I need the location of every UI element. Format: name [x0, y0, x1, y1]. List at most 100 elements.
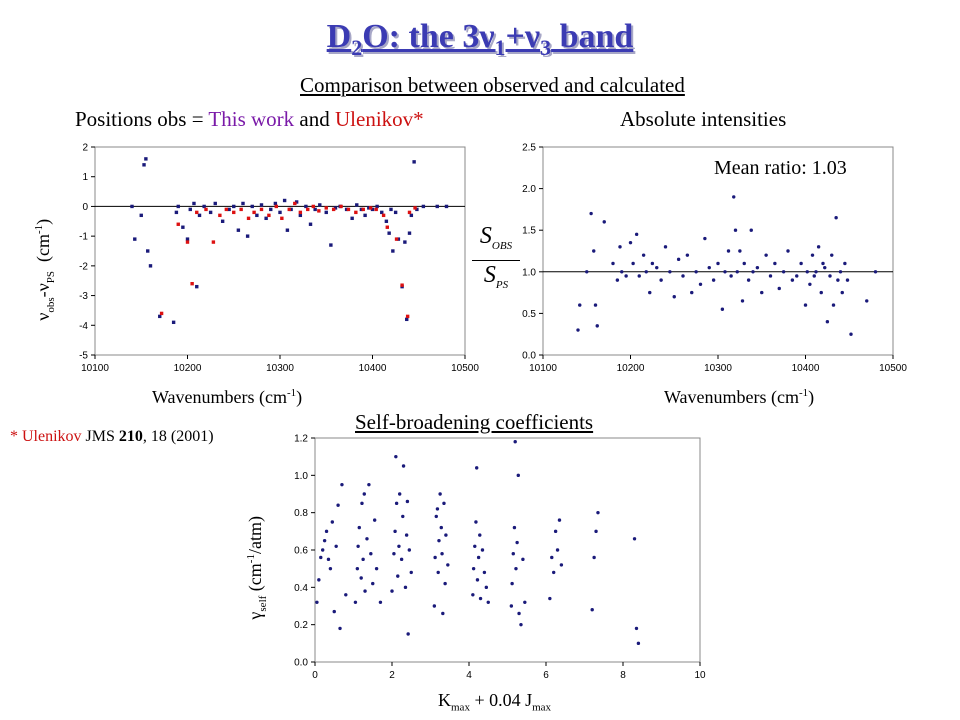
- data-point: [441, 611, 445, 616]
- data-point: [632, 537, 637, 541]
- data-point: [435, 204, 439, 209]
- data-point: [733, 228, 738, 232]
- data-point: [264, 216, 268, 221]
- data-point: [592, 555, 596, 560]
- data-point: [144, 157, 148, 161]
- data-point: [685, 253, 690, 257]
- data-point: [389, 207, 393, 212]
- data-point: [482, 570, 487, 575]
- data-point: [433, 555, 437, 560]
- data-point: [328, 566, 333, 571]
- data-point: [659, 278, 663, 282]
- data-point: [350, 216, 354, 221]
- data-point: [830, 253, 834, 257]
- data-point: [751, 270, 755, 274]
- data-point: [315, 600, 319, 604]
- positions-axes: 10100 10200 10300 10400 10500 -5 -4 -3 -2 -1 0 1 2: [79, 143, 479, 375]
- x-tick-label: 10200: [617, 363, 645, 374]
- data-point: [512, 525, 517, 530]
- data-point: [676, 257, 681, 262]
- data-point: [615, 278, 620, 282]
- data-point: [514, 566, 518, 571]
- data-point: [840, 290, 844, 295]
- data-point: [250, 204, 254, 209]
- data-point: [355, 566, 360, 571]
- data-point: [176, 204, 180, 209]
- data-point: [304, 204, 308, 209]
- x-tick-label: 4: [466, 670, 472, 681]
- y-tick-label: 0.5: [522, 309, 536, 320]
- data-point: [333, 206, 338, 210]
- data-point: [480, 548, 485, 552]
- y-axis-label-positions: νobs-νPS (cm-1): [33, 218, 57, 321]
- data-point: [631, 261, 635, 266]
- data-point: [749, 228, 753, 232]
- data-point: [413, 206, 417, 210]
- data-point: [440, 552, 444, 556]
- x-tick-label: 10: [694, 670, 706, 681]
- data-point: [176, 222, 180, 226]
- data-point: [336, 503, 340, 507]
- data-point: [404, 533, 409, 537]
- data-point: [816, 245, 821, 249]
- data-point: [405, 499, 410, 504]
- data-point: [475, 578, 480, 582]
- data-point: [380, 210, 384, 215]
- data-point: [181, 225, 185, 229]
- x-tick-label: 2: [389, 670, 395, 681]
- data-point: [280, 216, 284, 221]
- data-point: [324, 210, 328, 215]
- data-point: [318, 203, 322, 207]
- data-point: [486, 600, 490, 604]
- data-point: [594, 529, 598, 534]
- data-point: [803, 303, 808, 307]
- data-point: [812, 274, 816, 278]
- footnote-journal: JMS: [81, 428, 119, 445]
- data-point: [371, 581, 375, 586]
- data-point: [828, 274, 832, 278]
- data-point: [821, 261, 825, 266]
- data-point: [834, 216, 838, 220]
- data-point: [133, 237, 137, 241]
- data-point: [446, 563, 450, 567]
- plot-frame: [314, 437, 701, 663]
- data-point: [326, 557, 331, 562]
- data-point: [555, 548, 560, 552]
- data-point: [241, 201, 245, 206]
- data-point: [478, 596, 483, 601]
- data-point: [171, 320, 176, 325]
- data-point: [362, 492, 366, 496]
- data-point: [282, 198, 287, 203]
- data-point: [836, 278, 840, 282]
- data-point: [344, 593, 348, 597]
- data-point: [407, 210, 412, 215]
- data-point: [663, 245, 668, 249]
- data-point: [359, 207, 364, 212]
- y-tick-label: 0.8: [294, 508, 308, 519]
- data-point: [781, 270, 786, 274]
- data-point: [202, 204, 206, 209]
- data-point: [259, 207, 264, 212]
- data-point: [354, 210, 358, 215]
- data-point: [274, 204, 278, 209]
- comparison-heading: Comparison between observed and calculat…: [300, 73, 685, 97]
- data-point: [374, 566, 379, 571]
- data-point: [405, 314, 410, 319]
- x-axis-label-intensities: Wavenumbers (cm-1): [664, 387, 815, 407]
- data-point: [195, 284, 199, 289]
- data-point: [357, 525, 361, 530]
- data-point: [211, 240, 216, 244]
- data-point: [227, 207, 231, 212]
- data-point: [321, 548, 325, 552]
- positions-label: Positions obs = This work and Ulenikov*: [75, 107, 424, 132]
- footnote-rest: , 18 (2001): [142, 428, 214, 445]
- data-point: [367, 206, 371, 210]
- data-point: [444, 204, 449, 209]
- data-point: [188, 207, 192, 212]
- data-point: [668, 270, 672, 274]
- footnote: * Ulenikov JMS 210, 18 (2001): [10, 428, 214, 446]
- data-point: [368, 206, 373, 210]
- data-point: [795, 274, 799, 278]
- intensities-points: [576, 195, 878, 336]
- data-point: [703, 236, 707, 241]
